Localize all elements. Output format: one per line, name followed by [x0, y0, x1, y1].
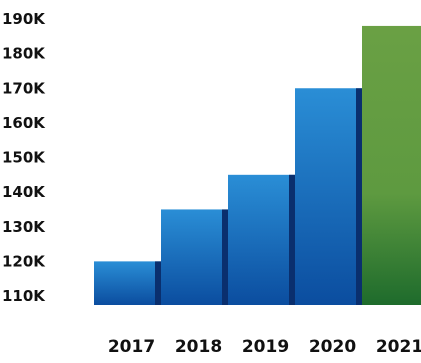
y-tick-label: 130K — [2, 218, 46, 236]
bar-shadow — [289, 174, 295, 305]
y-tick-label: 160K — [2, 114, 46, 132]
y-tick-label: 190K — [2, 10, 46, 28]
x-tick-label: 2021 — [376, 337, 421, 357]
x-tick-label: 2018 — [175, 337, 222, 357]
bars — [94, 25, 421, 306]
x-axis: 2017 2018 2019 2020 2021 — [108, 337, 421, 357]
bar-2018 — [161, 209, 228, 305]
bar — [94, 261, 161, 305]
y-tick-label: 110K — [2, 287, 46, 305]
bar-2017 — [94, 261, 161, 305]
bar — [295, 88, 362, 305]
x-tick-label: 2019 — [242, 337, 289, 357]
bar — [362, 25, 421, 306]
bar-2019 — [228, 174, 295, 305]
bar-shadow — [155, 261, 161, 305]
y-tick-label: 120K — [2, 252, 46, 270]
x-tick-label: 2017 — [108, 337, 155, 357]
bar — [161, 209, 228, 305]
y-tick-label: 170K — [2, 79, 46, 97]
bar — [228, 174, 295, 305]
bar-shadow — [356, 88, 362, 305]
bar-2020 — [295, 88, 362, 305]
bar-shadow — [222, 209, 228, 305]
bar-2021 — [362, 25, 421, 306]
x-tick-label: 2020 — [309, 337, 356, 357]
y-tick-label: 150K — [2, 149, 46, 167]
y-tick-label: 140K — [2, 183, 46, 201]
y-axis: 110K 120K 130K 140K 150K 160K 170K 180K 190K — [2, 10, 46, 305]
y-tick-label: 180K — [2, 45, 46, 63]
